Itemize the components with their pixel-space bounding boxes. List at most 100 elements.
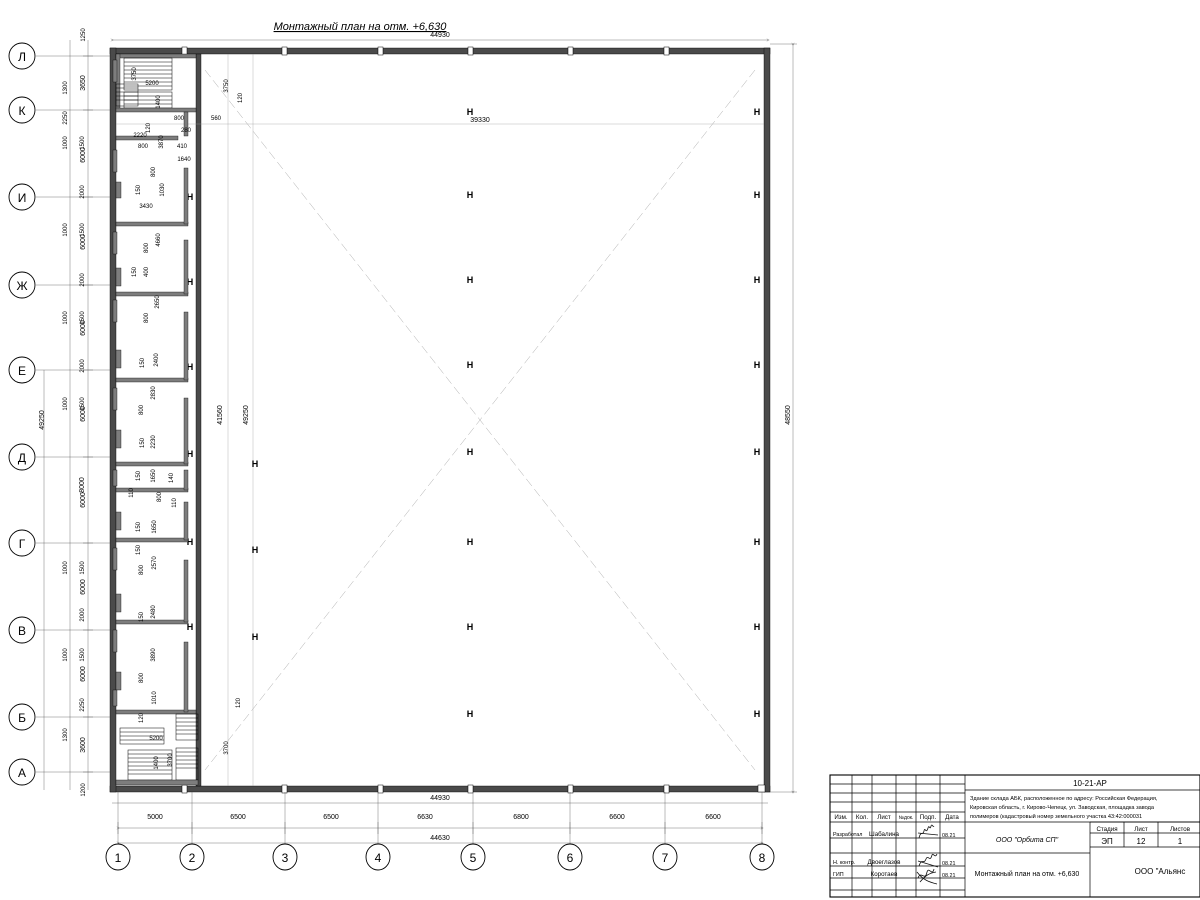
- axis-label-a: А: [18, 766, 26, 780]
- dim-6800: 6800: [513, 814, 529, 821]
- axis-label-e: Е: [18, 364, 26, 378]
- role-3: ГИП: [833, 872, 844, 878]
- idim-1010: 1010: [152, 691, 158, 705]
- idim-3430: 3430: [139, 204, 153, 210]
- contractor: ООО "Альянс: [1135, 867, 1186, 876]
- role-0: Разработал: [833, 832, 862, 838]
- idim-120-l: 120: [139, 712, 145, 723]
- office-strip: [112, 53, 199, 786]
- idim-110-b: 110: [172, 498, 178, 508]
- bracing-diagonals: [204, 69, 756, 771]
- column-marker: H: [754, 275, 761, 285]
- idim-800-l2: 800: [139, 672, 145, 683]
- column-marker: H: [754, 360, 761, 370]
- dim-top-1250: 1250: [81, 28, 87, 42]
- dim-2000-a: 2000: [80, 185, 86, 199]
- dim-1500-c: 1500: [80, 311, 86, 325]
- dim-2000-c: 2000: [80, 359, 86, 373]
- axis-label-i: И: [18, 191, 27, 205]
- top-dim: 44930: [110, 32, 770, 42]
- column-marker: H: [754, 107, 761, 117]
- idim-800-l1: 800: [139, 564, 145, 575]
- idim-1400-b: 1400: [154, 756, 160, 770]
- column-marker: H: [754, 709, 761, 719]
- idim-280: 280: [181, 128, 192, 134]
- column-marker: H: [754, 190, 761, 200]
- idim-110-a: 110: [129, 488, 135, 498]
- axis-label-4: 4: [375, 851, 382, 865]
- idim-2570: 2570: [152, 556, 158, 570]
- idim-3870: 3870: [159, 135, 165, 149]
- idim-150-m3: 150: [140, 437, 146, 448]
- title-block: Изм. Кол. Лист №док. Подп. Дата Разработ…: [829, 774, 1200, 898]
- sv-listov: 1: [1178, 837, 1183, 846]
- idim-3750: 3750: [132, 67, 138, 81]
- idim-410: 410: [177, 144, 188, 150]
- name-2: Двоеглазов: [868, 859, 902, 866]
- dim-2000-b: 2000: [80, 273, 86, 287]
- column-marker: H: [467, 360, 474, 370]
- interior-dims-top: 3750 5200 1400 800 280 410 1640 2220 800…: [132, 67, 244, 210]
- axis-label-b: Б: [18, 711, 26, 725]
- idim-800-u: 800: [138, 144, 149, 150]
- dim-1000-a: 1000: [63, 136, 69, 150]
- dim-6000-7: 6000: [80, 666, 87, 682]
- idim-2650: 2650: [155, 295, 161, 309]
- dim-6000-4: 6000: [80, 406, 87, 422]
- dim-1500-b: 1500: [80, 223, 86, 237]
- idim-800-t: 800: [174, 116, 185, 122]
- name-3: Коротаев: [871, 871, 898, 878]
- column-marker: H: [467, 107, 474, 117]
- dim-2000-d: 2000: [80, 608, 86, 622]
- dim-44630: 44630: [430, 835, 450, 842]
- th-podp: Подп.: [920, 814, 937, 821]
- idim-1400: 1400: [156, 95, 162, 109]
- idim-3890: 3890: [151, 648, 157, 662]
- organization: ООО "Орбита СП": [996, 836, 1059, 844]
- idim-800-m3: 800: [139, 404, 145, 415]
- idim-120-b: 120: [238, 92, 244, 103]
- dim-6600-2: 6600: [705, 814, 721, 821]
- idim-400: 400: [144, 266, 150, 277]
- column-marker: H: [467, 447, 474, 457]
- idim-1030: 1030: [160, 183, 166, 197]
- date-0: 08.21: [942, 833, 956, 839]
- dim-5000: 5000: [147, 814, 163, 821]
- page-title: Монтажный план на отм. +6,630: [274, 21, 448, 33]
- dim-3600: 3600: [80, 737, 87, 753]
- axis-label-v: В: [18, 624, 26, 638]
- role-2: Н. контр.: [833, 860, 855, 866]
- sh-stadiya: Стадия: [1096, 826, 1117, 833]
- dim-3650: 3650: [80, 75, 87, 91]
- dim-1000-e: 1000: [63, 561, 69, 575]
- dim-49250: 49250: [39, 410, 46, 430]
- th-izm: Изм.: [834, 814, 848, 821]
- dim-6000-6: 6000: [80, 579, 87, 595]
- dim-6000-5: 6000: [80, 492, 87, 508]
- column-marker: H: [467, 537, 474, 547]
- wall-column-squares: [181, 46, 766, 794]
- date-2: 08.21: [942, 861, 956, 867]
- interior-dims-low: 1650 150 2570 800 150 2480 150 3890 800 …: [136, 520, 242, 770]
- column-marker: H: [187, 622, 194, 632]
- idim-1650-b: 1650: [152, 520, 158, 534]
- sv-stadiya: ЭП: [1101, 837, 1113, 846]
- name-0: Шабалина: [869, 831, 899, 838]
- dim-1000-b: 1000: [63, 223, 69, 237]
- dim-1000-d: 1000: [63, 397, 69, 411]
- idim-120-a: 120: [146, 122, 152, 133]
- axis-label-5: 5: [470, 851, 477, 865]
- column-marker: H: [754, 537, 761, 547]
- th-ndok: №док.: [899, 815, 914, 821]
- horizontal-axis-group: 1 2 3 4 5 6 7 8: [105, 792, 775, 871]
- idim-560: 560: [211, 116, 222, 122]
- axis-label-k: К: [19, 104, 26, 118]
- vertical-dim-chain-outer: 3650 6000 6000 6000 6000 6000 6000 6000 …: [80, 28, 93, 797]
- dim-6600-1: 6600: [609, 814, 625, 821]
- idim-150-m1: 150: [132, 266, 138, 277]
- idim-2400: 2400: [154, 353, 160, 367]
- idim-2480: 2480: [151, 605, 157, 619]
- dim-6000-1: 6000: [80, 147, 87, 163]
- dim-1300-t: 1300: [63, 81, 69, 95]
